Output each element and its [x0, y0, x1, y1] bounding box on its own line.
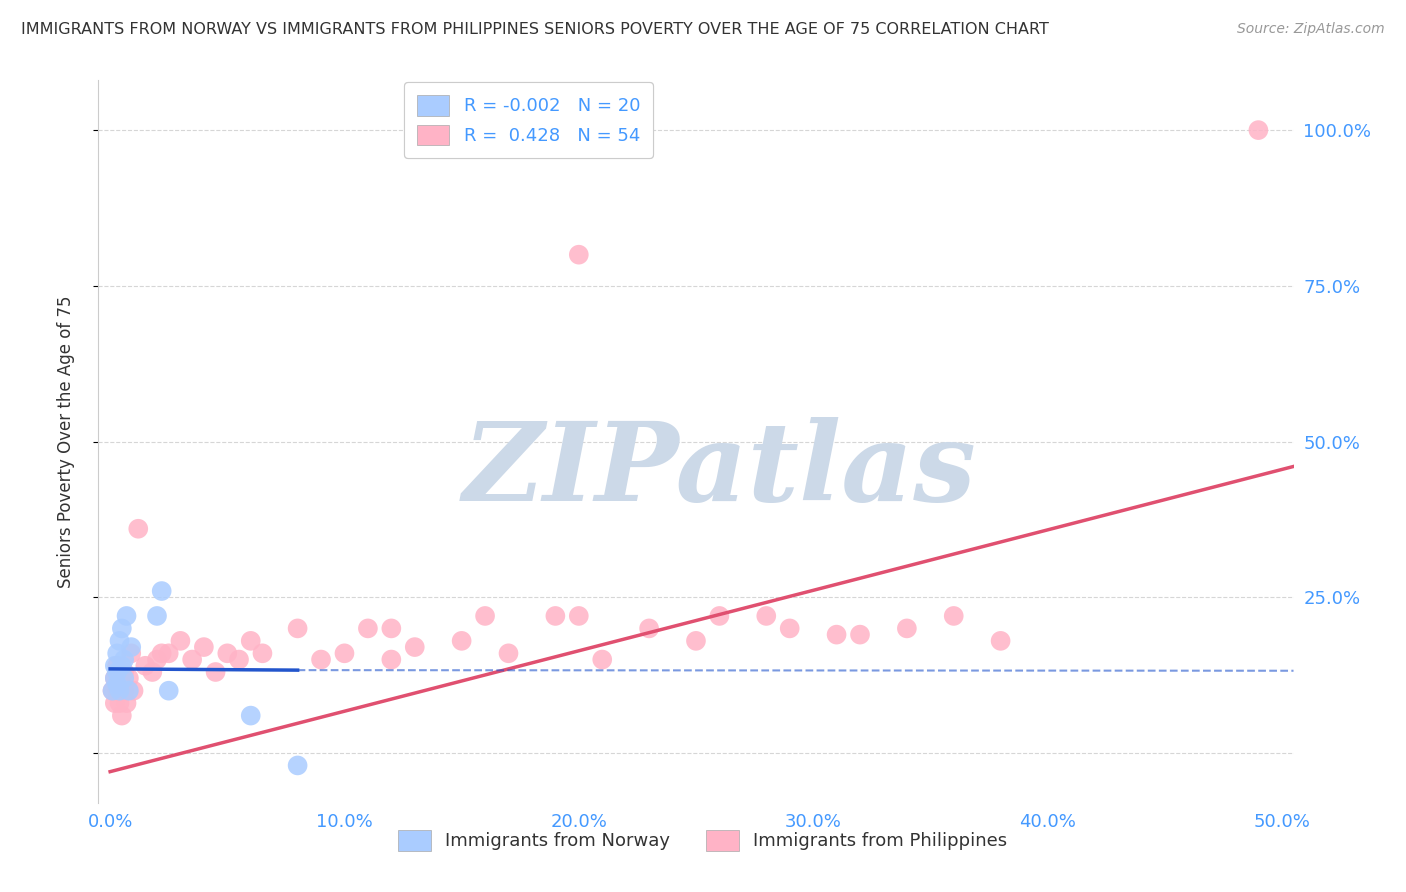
Point — [239, 708, 262, 723]
Point — [380, 621, 402, 635]
Point — [380, 652, 402, 666]
Point — [181, 652, 204, 666]
Point — [544, 609, 567, 624]
Point — [104, 671, 127, 685]
Point — [105, 677, 128, 691]
Point — [104, 671, 127, 685]
Point — [104, 696, 127, 710]
Point — [591, 652, 613, 666]
Point — [404, 640, 426, 654]
Point — [105, 665, 128, 679]
Point — [685, 633, 707, 648]
Point — [239, 633, 262, 648]
Point — [779, 621, 801, 635]
Point — [150, 646, 173, 660]
Point — [568, 609, 591, 624]
Point — [157, 646, 180, 660]
Point — [120, 646, 142, 660]
Point — [115, 696, 138, 710]
Legend: R = -0.002   N = 20, R =  0.428   N = 54: R = -0.002 N = 20, R = 0.428 N = 54 — [405, 82, 652, 158]
Point — [104, 658, 127, 673]
Point — [111, 621, 134, 635]
Point — [120, 640, 142, 654]
Point — [141, 665, 163, 679]
Text: IMMIGRANTS FROM NORWAY VS IMMIGRANTS FROM PHILIPPINES SENIORS POVERTY OVER THE A: IMMIGRANTS FROM NORWAY VS IMMIGRANTS FRO… — [21, 22, 1049, 37]
Point — [228, 652, 250, 666]
Point — [252, 646, 274, 660]
Point — [287, 621, 309, 635]
Point — [755, 609, 778, 624]
Point — [108, 665, 131, 679]
Point — [115, 609, 138, 624]
Point — [101, 683, 124, 698]
Point — [193, 640, 215, 654]
Point — [118, 683, 141, 698]
Point — [146, 609, 169, 624]
Point — [709, 609, 731, 624]
Point — [474, 609, 496, 624]
Point — [111, 658, 134, 673]
Point — [333, 646, 356, 660]
Point — [122, 683, 145, 698]
Point — [146, 652, 169, 666]
Point — [1247, 123, 1270, 137]
Point — [896, 621, 918, 635]
Point — [157, 683, 180, 698]
Point — [111, 708, 134, 723]
Point — [108, 633, 131, 648]
Point — [112, 671, 135, 685]
Legend: Immigrants from Norway, Immigrants from Philippines: Immigrants from Norway, Immigrants from … — [384, 815, 1022, 865]
Point — [942, 609, 965, 624]
Point — [111, 677, 134, 691]
Point — [217, 646, 239, 660]
Point — [101, 683, 124, 698]
Point — [357, 621, 380, 635]
Point — [498, 646, 520, 660]
Point — [105, 646, 128, 660]
Point — [849, 627, 872, 641]
Y-axis label: Seniors Poverty Over the Age of 75: Seniors Poverty Over the Age of 75 — [56, 295, 75, 588]
Point — [150, 584, 173, 599]
Point — [112, 665, 135, 679]
Point — [118, 671, 141, 685]
Point — [450, 633, 472, 648]
Point — [990, 633, 1012, 648]
Point — [105, 658, 128, 673]
Point — [204, 665, 226, 679]
Point — [287, 758, 309, 772]
Point — [825, 627, 848, 641]
Point — [112, 683, 135, 698]
Point — [127, 522, 149, 536]
Point — [309, 652, 332, 666]
Point — [112, 652, 135, 666]
Point — [638, 621, 661, 635]
Point — [568, 248, 591, 262]
Point — [134, 658, 156, 673]
Text: Source: ZipAtlas.com: Source: ZipAtlas.com — [1237, 22, 1385, 37]
Text: ZIPatlas: ZIPatlas — [463, 417, 977, 524]
Point — [105, 683, 128, 698]
Point — [108, 683, 131, 698]
Point — [108, 696, 131, 710]
Point — [169, 633, 191, 648]
